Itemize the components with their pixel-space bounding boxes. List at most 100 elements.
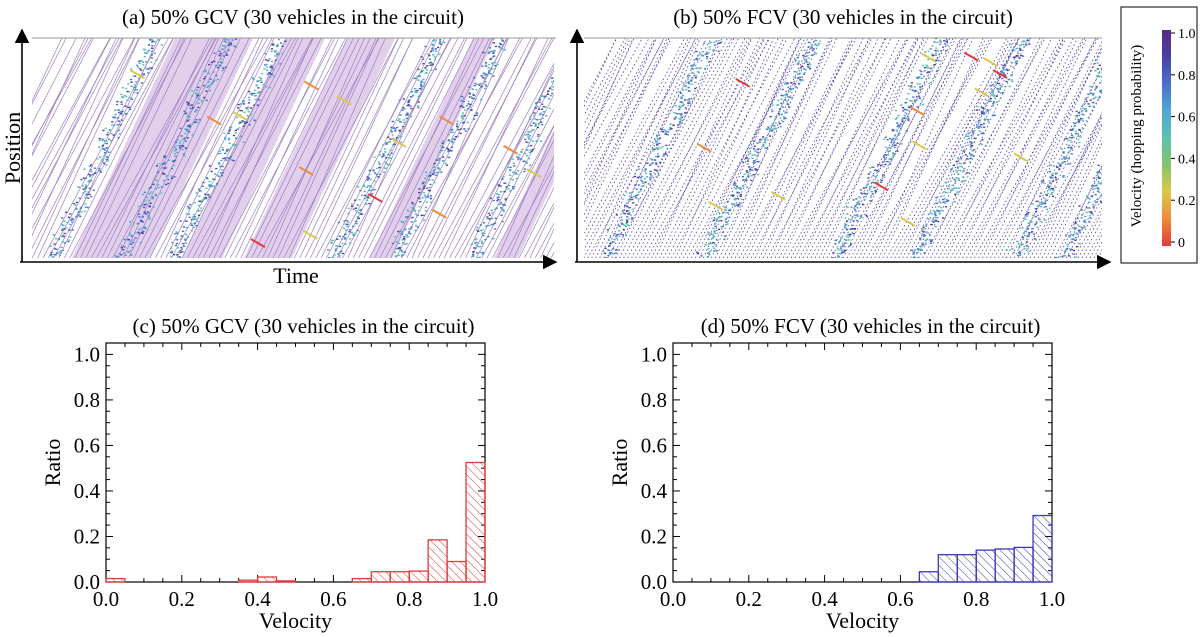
jam-point (395, 137, 398, 139)
jam-point (907, 118, 910, 120)
jam-point (118, 129, 121, 131)
jam-point (992, 95, 995, 97)
jam-point (83, 168, 86, 170)
histogram-bar (975, 549, 996, 583)
jam-point (515, 177, 519, 180)
jam-point (561, 83, 563, 84)
vehicle-trajectory (245, 38, 354, 258)
jam-point (1077, 145, 1081, 148)
jam-point (1076, 217, 1079, 220)
jam-point (417, 210, 420, 212)
jam-point (1110, 36, 1112, 37)
jam-point (467, 108, 470, 110)
jam-point (708, 250, 712, 253)
jam-point (736, 186, 739, 188)
jam-point (105, 158, 108, 161)
jam-point (1080, 119, 1083, 121)
jam-point (375, 173, 378, 176)
jam-point (544, 106, 547, 108)
jam-point (978, 121, 981, 124)
jam-point (1093, 184, 1096, 187)
vehicle-trajectory (918, 38, 1025, 258)
jam-point (141, 232, 145, 234)
jam-point (1047, 185, 1050, 188)
vehicle-trajectory (160, 38, 264, 258)
jam-point (751, 154, 754, 156)
jam-point (194, 121, 198, 123)
jam-point (441, 29, 443, 30)
jam-point (350, 203, 353, 205)
jam-point (273, 51, 277, 53)
jam-point (1018, 254, 1022, 256)
jam-point (243, 111, 246, 114)
vehicle-trajectory (149, 38, 260, 258)
jam-point (476, 241, 479, 244)
jam-point (387, 153, 390, 156)
jam-point (389, 149, 392, 151)
jam-point (639, 188, 643, 190)
stopped-vehicle (873, 181, 889, 192)
jam-point (687, 83, 691, 85)
jam-point (608, 249, 611, 251)
vehicle-trajectory (854, 38, 961, 258)
jam-point (250, 113, 253, 116)
jam-point (1075, 110, 1078, 113)
jam-point (472, 93, 475, 95)
jam-point (82, 188, 85, 190)
jam-point (132, 241, 135, 244)
jam-point (128, 232, 132, 235)
jam-point (886, 160, 889, 163)
jam-point (216, 78, 220, 81)
jam-point (106, 156, 110, 159)
jam-point (961, 170, 965, 173)
jam-point (751, 169, 754, 171)
jam-point (849, 219, 852, 221)
jam-point (618, 225, 621, 228)
jam-point (1097, 164, 1100, 167)
jam-point (1027, 211, 1030, 214)
jam-point (493, 67, 496, 70)
jam-point (550, 77, 554, 79)
jam-point (478, 245, 482, 248)
jam-point (1019, 251, 1022, 254)
jam-point (239, 122, 242, 124)
jam-point (891, 128, 894, 131)
jam-point (342, 235, 345, 238)
jam-point (609, 236, 612, 239)
jam-point (88, 187, 91, 189)
jam-point (344, 237, 347, 239)
jam-point (368, 197, 371, 199)
stopped-vehicle (130, 69, 145, 80)
jam-point (653, 148, 656, 150)
jam-point (655, 163, 658, 165)
jam-point (429, 64, 432, 66)
histogram-bar (105, 577, 126, 583)
jam-point (426, 65, 429, 67)
vehicle-trajectory (1029, 116, 1102, 258)
jam-point (928, 82, 931, 85)
jam-point (1116, 146, 1118, 147)
jam-point (991, 91, 994, 93)
jam-point (412, 203, 415, 205)
jam-point (202, 181, 205, 184)
jam-point (387, 141, 390, 143)
jam-point (755, 169, 758, 171)
jam-point (935, 38, 938, 40)
vehicle-trajectory (683, 38, 796, 258)
jam-point (406, 105, 409, 107)
jam-point (919, 245, 922, 247)
vehicle-trajectory (946, 38, 1053, 258)
vehicle-trajectory (37, 38, 140, 258)
jam-point (924, 51, 927, 53)
jam-point (531, 140, 534, 142)
jam-point (469, 103, 472, 106)
jam-point (1100, 75, 1102, 78)
jam-point (136, 222, 140, 225)
jam-point (771, 110, 774, 113)
jam-point (188, 124, 191, 126)
jam-point (397, 254, 400, 256)
jam-point (1014, 56, 1017, 58)
jam-point (225, 36, 227, 37)
jam-point (175, 231, 178, 233)
jam-point (349, 238, 352, 240)
